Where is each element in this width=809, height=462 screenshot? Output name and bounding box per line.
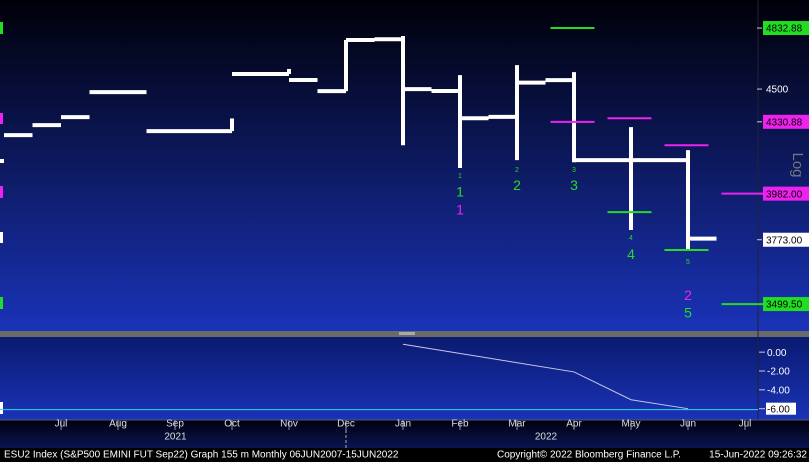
- y-tick-label: 3499.50: [766, 300, 803, 311]
- annotation: 1: [456, 184, 464, 200]
- x-tick-label: Oct: [224, 419, 240, 430]
- left-marker: [0, 159, 4, 163]
- annotation: 4: [629, 235, 633, 242]
- x-tick-label: Jul: [739, 419, 752, 430]
- annotation: 2: [513, 177, 521, 193]
- y-tick-box: [766, 402, 796, 415]
- y-tick-box: [763, 297, 809, 312]
- left-marker: [0, 186, 3, 198]
- x-tick-label: May: [622, 419, 641, 430]
- left-marker: [0, 402, 3, 414]
- footer-bar: [0, 448, 809, 462]
- x-tick-label: Jul: [55, 419, 68, 430]
- annotation: 3: [572, 167, 576, 174]
- x-tick-label: Sep: [166, 419, 184, 430]
- annotation: 3: [570, 177, 578, 193]
- y-tick-label: 3773.00: [766, 235, 803, 246]
- annotation: 1: [456, 202, 464, 218]
- y-tick-box: [763, 114, 809, 129]
- y-tick-label: 4330.88: [766, 117, 803, 128]
- x-tick-label: Dec: [337, 419, 355, 430]
- x-tick-label: Feb: [451, 419, 469, 430]
- y-tick-label: -6.00: [767, 404, 790, 415]
- annotation: 5: [684, 305, 692, 321]
- annotation: 2: [515, 167, 519, 174]
- y-tick-label: 3982.00: [766, 189, 803, 200]
- annotation: 4: [627, 246, 635, 262]
- x-tick-label: Aug: [109, 419, 127, 430]
- annotation: 2: [684, 287, 692, 303]
- year-label: 2021: [164, 432, 187, 443]
- footer-left: ESU2 Index (S&P500 EMINI FUT Sep22) Grap…: [4, 450, 399, 461]
- y-tick-label: -4.00: [767, 385, 790, 396]
- left-marker: [0, 113, 3, 124]
- x-tick-label: Nov: [280, 419, 298, 430]
- y-tick-label: -2.00: [767, 367, 790, 378]
- log-label: Log: [789, 152, 806, 177]
- x-tick-label: Jan: [395, 419, 411, 430]
- x-tick-label: Apr: [566, 419, 582, 430]
- sub-panel: [0, 337, 809, 420]
- year-label: 2022: [535, 432, 558, 443]
- annotation: 1: [458, 173, 462, 180]
- y-tick-label: 4832.88: [766, 24, 803, 35]
- left-marker: [0, 22, 3, 34]
- line-series: [402, 343, 689, 410]
- y-tick-box: [763, 21, 809, 36]
- x-tick-label: Mar: [508, 419, 526, 430]
- left-marker: [0, 232, 3, 243]
- x-tick-label: Jun: [680, 419, 696, 430]
- y-tick-label: 0.00: [767, 348, 787, 359]
- left-marker: [0, 297, 3, 309]
- y-tick-label: 4500: [766, 85, 789, 96]
- footer-copyright: Copyright© 2022 Bloomberg Finance L.P.: [497, 450, 681, 461]
- y-tick-box: [763, 186, 809, 201]
- annotation: 5: [686, 259, 690, 266]
- y-tick-box: [763, 232, 809, 247]
- x-axis-area: [0, 420, 809, 448]
- divider-handle: [399, 332, 415, 335]
- footer-timestamp: 15-Jun-2022 09:26:32: [709, 450, 807, 461]
